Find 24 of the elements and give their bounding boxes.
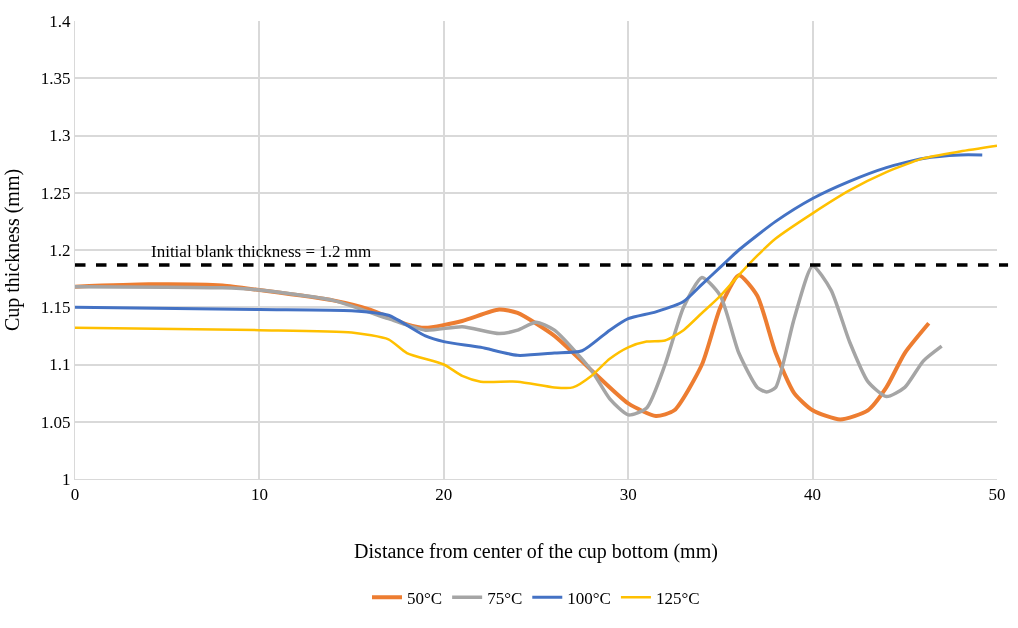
legend-label: 125°C [655,588,700,608]
y-tick-label: 1.4 [49,11,72,31]
x-tick-label: 40 [804,485,822,505]
x-tick-label: 30 [619,485,637,505]
x-axis-title: Distance from center of the cup bottom (mm) [354,539,718,563]
line-series [75,144,997,390]
x-tick-label: 10 [250,485,268,505]
y-tick-label: 1.05 [40,412,71,432]
y-tick-label: 1.15 [40,298,71,318]
x-tick-label: 50 [988,485,1006,505]
y-tick-label: 1.25 [40,183,71,203]
y-tick-label: 1.2 [49,240,71,260]
y-tick-label: 1.3 [49,126,71,146]
x-tick-label: 20 [435,485,453,505]
y-tick-label: 1 [62,469,71,489]
y-tick-label: 1.1 [49,355,71,375]
ref-line-label: Initial blank thickness = 1.2 mm [151,242,372,261]
line-series [75,153,984,357]
legend-label: 75°C [487,588,523,608]
y-axis-title: Cup thickness (mm) [1,168,25,332]
y-tick-label: 1.35 [40,69,71,89]
legend-label: 50°C [407,588,443,608]
x-tick-label: 0 [70,485,80,505]
legend-label: 100°C [567,588,611,608]
